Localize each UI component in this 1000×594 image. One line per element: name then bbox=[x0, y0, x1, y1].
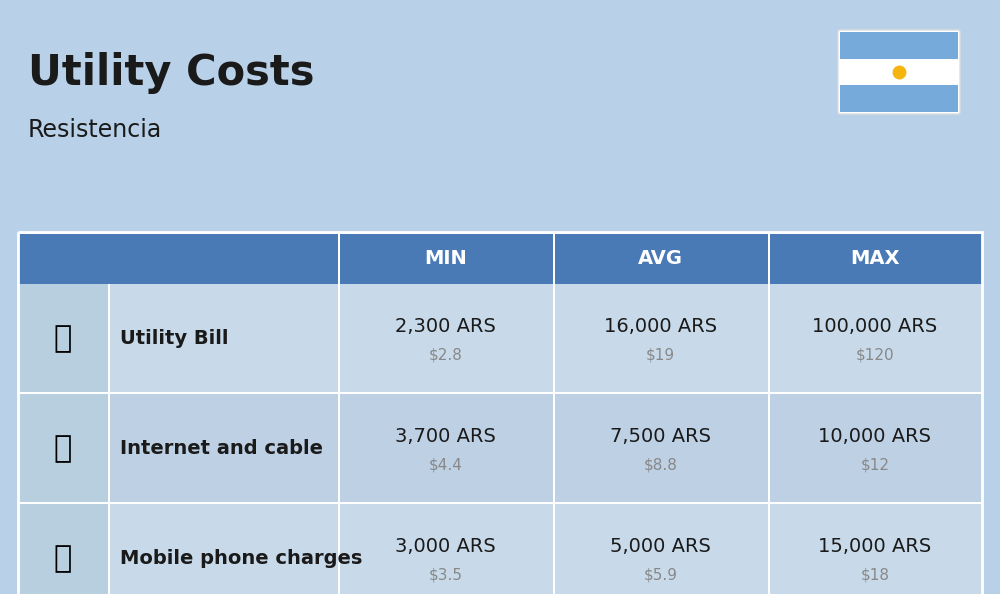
Bar bbox=[338, 232, 340, 284]
Text: $12: $12 bbox=[860, 457, 890, 472]
Text: 15,000 ARS: 15,000 ARS bbox=[818, 538, 932, 557]
Text: $5.9: $5.9 bbox=[644, 567, 678, 583]
Bar bbox=[18, 392, 982, 394]
Bar bbox=[18, 394, 108, 504]
Text: Resistencia: Resistencia bbox=[28, 118, 162, 142]
Text: Utility Bill: Utility Bill bbox=[120, 330, 228, 349]
Text: 100,000 ARS: 100,000 ARS bbox=[812, 318, 938, 336]
Text: MAX: MAX bbox=[850, 248, 900, 267]
Text: $3.5: $3.5 bbox=[428, 567, 462, 583]
Bar bbox=[840, 86, 958, 112]
Text: 7,500 ARS: 7,500 ARS bbox=[610, 428, 711, 447]
Bar bbox=[553, 394, 555, 504]
Bar bbox=[768, 232, 770, 284]
Bar bbox=[840, 32, 958, 59]
Bar bbox=[108, 394, 110, 504]
Text: $19: $19 bbox=[646, 347, 675, 362]
Bar bbox=[18, 232, 982, 284]
Bar bbox=[108, 504, 110, 594]
Text: 🔧: 🔧 bbox=[54, 324, 72, 353]
Bar bbox=[18, 504, 108, 594]
Bar bbox=[108, 284, 110, 394]
Text: 3,700 ARS: 3,700 ARS bbox=[395, 428, 496, 447]
Text: Mobile phone charges: Mobile phone charges bbox=[120, 549, 362, 568]
Bar bbox=[553, 284, 555, 394]
Text: $2.8: $2.8 bbox=[429, 347, 462, 362]
Bar bbox=[553, 504, 555, 594]
Bar bbox=[18, 394, 982, 504]
Text: $8.8: $8.8 bbox=[644, 457, 677, 472]
Bar bbox=[768, 504, 770, 594]
Bar bbox=[18, 284, 982, 394]
Text: MIN: MIN bbox=[424, 248, 467, 267]
Bar bbox=[768, 284, 770, 394]
Bar bbox=[840, 59, 958, 86]
Text: 2,300 ARS: 2,300 ARS bbox=[395, 318, 496, 336]
Text: Internet and cable: Internet and cable bbox=[120, 440, 323, 459]
Bar bbox=[338, 284, 340, 394]
Text: $120: $120 bbox=[856, 347, 894, 362]
Text: 16,000 ARS: 16,000 ARS bbox=[604, 318, 717, 336]
Bar bbox=[18, 232, 982, 594]
Bar bbox=[553, 232, 555, 284]
Text: 5,000 ARS: 5,000 ARS bbox=[610, 538, 711, 557]
Bar bbox=[338, 504, 340, 594]
Text: $4.4: $4.4 bbox=[429, 457, 462, 472]
Text: $18: $18 bbox=[860, 567, 890, 583]
Text: 📡: 📡 bbox=[54, 434, 72, 463]
Bar bbox=[18, 232, 982, 234]
Text: AVG: AVG bbox=[638, 248, 683, 267]
Bar bbox=[18, 504, 982, 594]
Text: 3,000 ARS: 3,000 ARS bbox=[395, 538, 496, 557]
Bar bbox=[338, 394, 340, 504]
Text: 📱: 📱 bbox=[54, 545, 72, 573]
FancyBboxPatch shape bbox=[838, 30, 960, 114]
Bar bbox=[768, 394, 770, 504]
Bar bbox=[18, 284, 108, 394]
Bar bbox=[18, 502, 982, 504]
Text: 10,000 ARS: 10,000 ARS bbox=[818, 428, 932, 447]
Text: Utility Costs: Utility Costs bbox=[28, 52, 314, 94]
